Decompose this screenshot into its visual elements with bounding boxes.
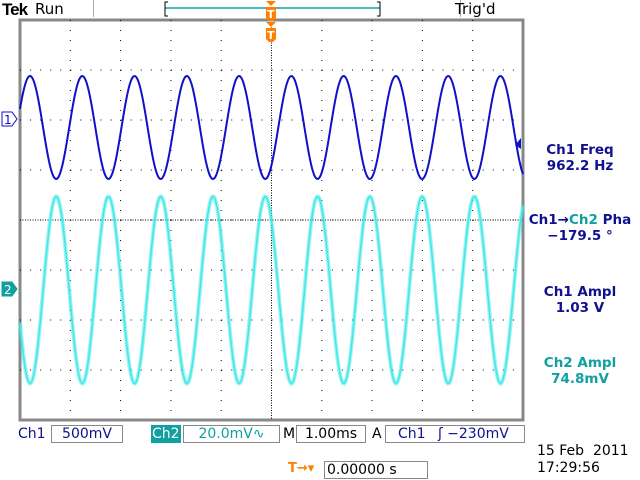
ch2-waveform bbox=[19, 195, 524, 385]
measurement-value: 1.03 V bbox=[555, 300, 605, 316]
bandwidth-limit-icon: ∿ bbox=[252, 426, 265, 442]
trigger-source: Ch1 bbox=[398, 426, 426, 442]
trigger-status: Trig'd bbox=[455, 0, 496, 18]
measurement-value: −179.5 ° bbox=[547, 228, 613, 244]
acquisition-state: Run bbox=[35, 0, 64, 18]
measurement-label: Ch1→Ch2 Pha bbox=[520, 212, 640, 228]
ch1-label[interactable]: Ch1 bbox=[18, 426, 46, 442]
arrow-icon: → bbox=[557, 212, 569, 228]
divider bbox=[460, 0, 461, 17]
trigger-position-value[interactable]: 0.00000 s bbox=[324, 461, 428, 479]
measurement-value: 74.8mV bbox=[551, 371, 609, 387]
pha-text: Pha bbox=[597, 212, 632, 228]
trigger-level-marker bbox=[515, 138, 521, 149]
measurement-label: Ch1 Ampl bbox=[543, 284, 617, 300]
trigger-position-marker-label: T bbox=[267, 29, 275, 42]
brand-logo: Tek bbox=[2, 0, 28, 19]
timebase-scale[interactable]: 1.00ms bbox=[296, 425, 366, 443]
measurement-ch1-ampl: Ch1 Ampl 1.03 V bbox=[520, 284, 640, 316]
timebase-label: M bbox=[283, 426, 296, 442]
ch2-text: Ch2 bbox=[568, 212, 598, 228]
ch1-position-marker[interactable]: 1 bbox=[1, 111, 18, 127]
trigger-position-icon: T→▾ bbox=[288, 461, 315, 476]
date: 15 Feb 2011 bbox=[537, 443, 629, 459]
ch2-label[interactable]: Ch2 bbox=[151, 425, 181, 443]
measurement-phase: Ch1→Ch2 Pha −179.5 ° bbox=[520, 212, 640, 244]
ch2-scale-value: 20.0mV bbox=[198, 426, 253, 442]
ch1-scale[interactable]: 500mV bbox=[51, 425, 123, 443]
measurement-ch1-freq: Ch1 Freq 962.2 Hz bbox=[520, 142, 640, 174]
time: 17:29:56 bbox=[537, 460, 600, 476]
svg-text:2: 2 bbox=[4, 283, 12, 297]
ch2-position-marker[interactable]: 2 bbox=[1, 281, 18, 297]
divider bbox=[93, 0, 94, 17]
ch2-scale[interactable]: 20.0mV∿ bbox=[183, 425, 280, 443]
measurement-label: Ch1 Freq bbox=[546, 142, 614, 158]
record-trigger-marker-label: T bbox=[267, 8, 275, 21]
measurement-value: 962.2 Hz bbox=[546, 158, 614, 174]
rising-edge-icon: ʃ bbox=[438, 426, 443, 442]
measurement-label: Ch2 Ampl bbox=[543, 355, 617, 371]
trigger-mode: A bbox=[372, 426, 382, 442]
measurement-ch2-ampl: Ch2 Ampl 74.8mV bbox=[520, 355, 640, 387]
svg-text:1: 1 bbox=[4, 113, 12, 127]
trigger-position-marker bbox=[266, 28, 276, 42]
trigger-level: −230mV bbox=[447, 426, 509, 442]
record-trigger-marker bbox=[266, 7, 276, 21]
trigger-position-marker-arrow bbox=[266, 22, 276, 27]
trigger-settings[interactable]: Ch1 ʃ −230mV bbox=[385, 425, 525, 443]
record-trigger-marker-arrow bbox=[266, 1, 276, 6]
ch1-waveform bbox=[19, 74, 524, 181]
ch1-text: Ch1 bbox=[528, 212, 558, 228]
record-view-brackets bbox=[164, 1, 381, 17]
